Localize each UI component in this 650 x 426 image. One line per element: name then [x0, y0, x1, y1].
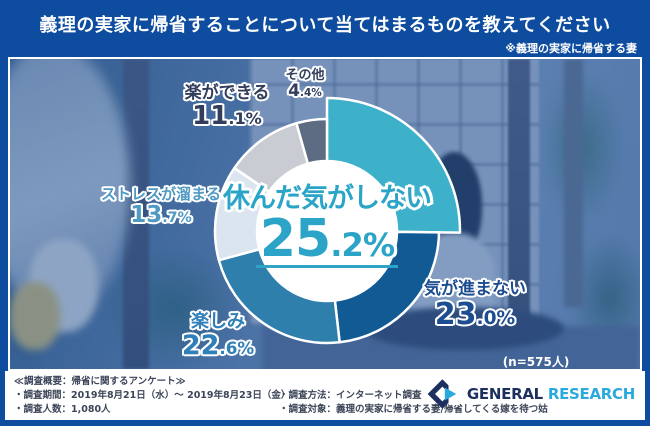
logo-text-general: GENERAL	[466, 385, 543, 403]
logo-text: GENERAL RESEARCH	[467, 385, 635, 403]
slice-label-stress: ストレスが溜まる 13.7%	[81, 185, 241, 228]
slice-name: 気が進まない	[424, 279, 526, 299]
general-research-logo-icon	[427, 379, 459, 409]
donut-center-label: 休んだ気がしない 25.2%	[177, 183, 477, 269]
photo-tree-trunk	[564, 59, 584, 307]
slice-percent: 22.6%	[181, 329, 255, 361]
survey-overview: ≪調査概要：帰省に関するアンケート≫ ・調査期間：2019年8月21日（水）～ …	[14, 375, 290, 416]
sample-size-label: (n=575人)	[502, 355, 570, 369]
slice-label-sonota: その他 4.4%	[265, 69, 345, 100]
slice-name: 休んだ気がしない	[223, 183, 432, 214]
slice-name: ストレスが溜まる	[100, 185, 221, 203]
footer: ≪調査概要：帰省に関するアンケート≫ ・調査期間：2019年8月21日（水）～ …	[5, 371, 645, 420]
slice-name: 楽ができる	[184, 83, 270, 103]
survey-heading: ≪調査概要：帰省に関するアンケート≫	[14, 376, 186, 387]
background-photo: その他 4.4% 楽ができる 11.1% ストレスが溜まる 13.7% 楽しみ …	[8, 57, 642, 371]
slice-percent: 13.7%	[130, 201, 192, 228]
logo-text-research: RESEARCH	[547, 385, 635, 403]
survey-period: ・調査期間：2019年8月21日（水）～ 2019年8月23日（金）	[14, 389, 291, 401]
slice-percent: 25.2%	[255, 213, 399, 269]
page-title: 義理の実家に帰省することについて当てはまるものを教えてください	[39, 15, 611, 36]
photo-backpack	[10, 282, 61, 351]
survey-overview-col2: ・調査方法：インターネット調査 ・調査対象：義理の実家に帰省する妻/帰省してくる…	[279, 389, 548, 417]
photo-wood-post	[507, 59, 530, 326]
slice-label-kiga-susumanai: 気が進まない 23.0%	[400, 279, 550, 332]
donut-slice-yasunda	[325, 96, 462, 234]
slice-name: その他	[285, 68, 325, 83]
survey-people: ・調査人数：1,080人	[14, 403, 111, 415]
slice-percent: 4.4%	[288, 80, 322, 101]
slice-label-tanoshimi: 楽しみ 22.6%	[148, 311, 288, 361]
survey-target: ・調査対象：義理の実家に帰省する妻/帰省してくる嫁を待つ姑	[279, 403, 548, 415]
survey-method: ・調査方法：インターネット調査	[279, 390, 422, 401]
banner-note: ※義理の実家に帰省する妻	[505, 42, 637, 55]
slice-label-raku-ga-dekiru: 楽ができる 11.1%	[157, 83, 297, 131]
slice-percent: 23.0%	[434, 296, 516, 332]
general-research-logo: GENERAL RESEARCH	[427, 378, 635, 410]
donut-slice-sonota	[295, 117, 329, 165]
slice-name: 楽しみ	[191, 311, 245, 332]
slice-percent: 11.1%	[192, 100, 262, 131]
